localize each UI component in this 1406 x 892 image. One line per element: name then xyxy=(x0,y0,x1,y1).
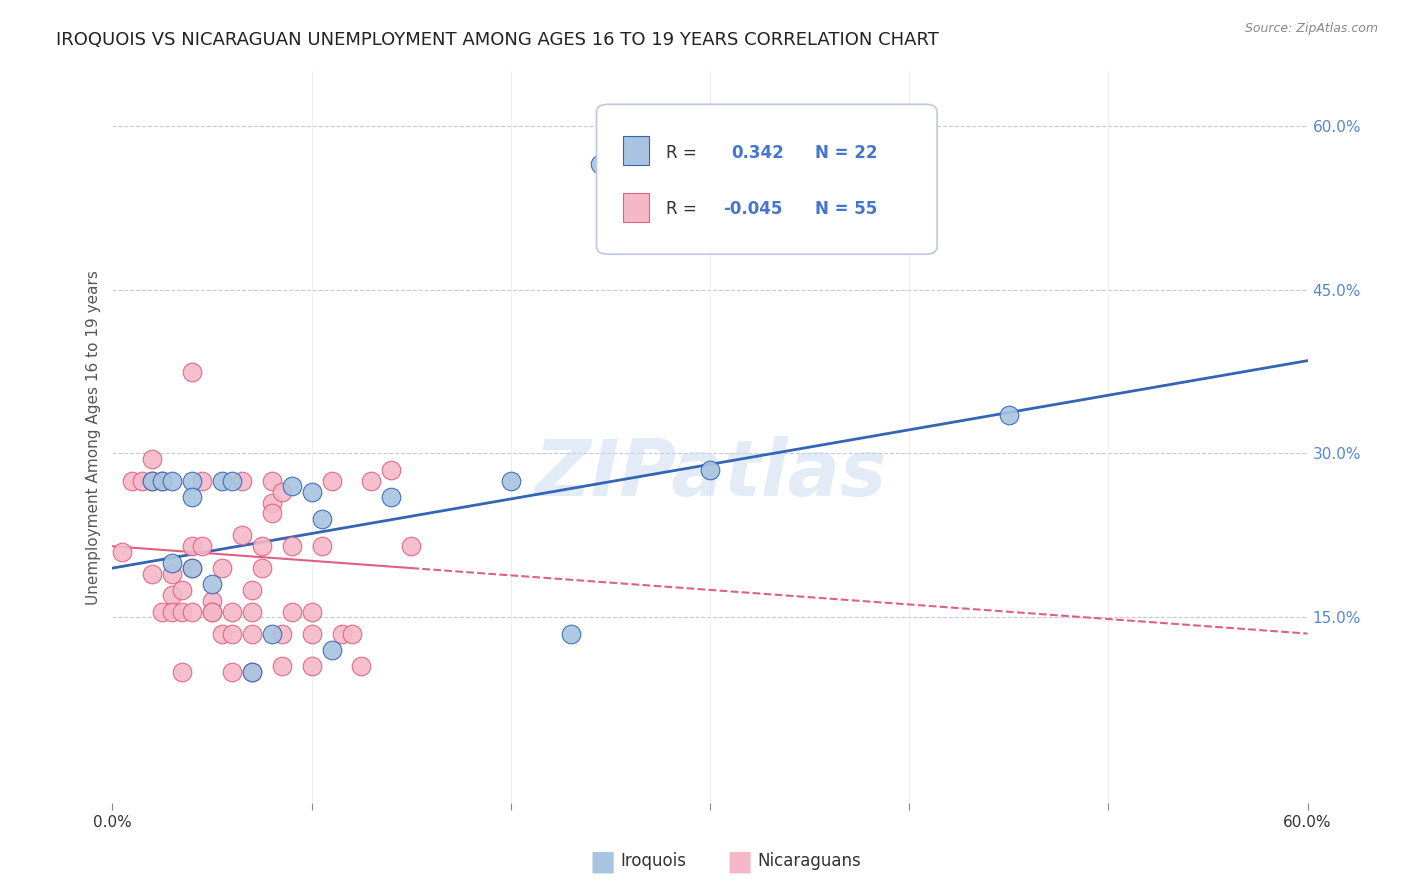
Text: N = 55: N = 55 xyxy=(815,201,877,219)
Point xyxy=(350,659,373,673)
Point xyxy=(162,556,183,570)
Point xyxy=(281,605,304,619)
Text: Nicaraguans: Nicaraguans xyxy=(758,853,862,871)
Point xyxy=(340,626,363,640)
Point xyxy=(589,157,612,171)
Point xyxy=(250,561,273,575)
Point xyxy=(211,626,233,640)
Point xyxy=(260,495,283,509)
Point xyxy=(121,474,143,488)
Point xyxy=(181,561,204,575)
Point xyxy=(191,539,214,553)
Point xyxy=(401,539,423,553)
Point xyxy=(321,474,343,488)
Text: Source: ZipAtlas.com: Source: ZipAtlas.com xyxy=(1244,22,1378,36)
Point xyxy=(281,479,304,493)
Point xyxy=(201,577,224,591)
Text: N = 22: N = 22 xyxy=(815,144,877,161)
Point xyxy=(111,545,134,559)
Text: R =: R = xyxy=(666,201,696,219)
Point xyxy=(231,528,253,542)
FancyBboxPatch shape xyxy=(623,193,650,222)
Point xyxy=(301,659,323,673)
Point xyxy=(141,474,163,488)
Point xyxy=(240,665,263,679)
Text: ■: ■ xyxy=(589,847,616,875)
Point xyxy=(240,665,263,679)
Point xyxy=(311,539,333,553)
Point xyxy=(221,605,243,619)
Point xyxy=(260,474,283,488)
Point xyxy=(311,512,333,526)
Point xyxy=(211,474,233,488)
Point xyxy=(998,409,1021,423)
Point xyxy=(141,474,163,488)
Point xyxy=(181,490,204,504)
Point xyxy=(162,605,183,619)
Point xyxy=(191,474,214,488)
Point xyxy=(162,474,183,488)
Point xyxy=(380,463,402,477)
Point xyxy=(150,474,173,488)
Text: 0.342: 0.342 xyxy=(731,144,785,161)
Text: IROQUOIS VS NICARAGUAN UNEMPLOYMENT AMONG AGES 16 TO 19 YEARS CORRELATION CHART: IROQUOIS VS NICARAGUAN UNEMPLOYMENT AMON… xyxy=(56,31,939,49)
Point xyxy=(380,490,402,504)
Point xyxy=(181,561,204,575)
Point xyxy=(281,539,304,553)
Point xyxy=(260,507,283,521)
Point xyxy=(201,594,224,608)
Point xyxy=(221,626,243,640)
Point xyxy=(231,474,253,488)
Point xyxy=(270,626,292,640)
Point xyxy=(172,605,194,619)
Point xyxy=(301,484,323,499)
FancyBboxPatch shape xyxy=(623,136,650,165)
Text: -0.045: -0.045 xyxy=(723,201,783,219)
Point xyxy=(131,474,153,488)
Point xyxy=(221,665,243,679)
Point xyxy=(330,626,353,640)
Point xyxy=(150,605,173,619)
Point xyxy=(321,643,343,657)
Point xyxy=(201,605,224,619)
Point xyxy=(360,474,382,488)
Text: ■: ■ xyxy=(727,847,754,875)
Point xyxy=(211,561,233,575)
Point xyxy=(240,605,263,619)
Text: ZIPatlas: ZIPatlas xyxy=(534,435,886,512)
Point xyxy=(260,626,283,640)
Point xyxy=(240,626,263,640)
Point xyxy=(172,665,194,679)
Point xyxy=(181,605,204,619)
Point xyxy=(240,582,263,597)
Point xyxy=(270,484,292,499)
Point xyxy=(499,474,522,488)
FancyBboxPatch shape xyxy=(596,104,938,254)
Text: Iroquois: Iroquois xyxy=(620,853,686,871)
Point xyxy=(699,463,721,477)
Point xyxy=(201,605,224,619)
Text: R =: R = xyxy=(666,144,696,161)
Point xyxy=(162,566,183,581)
Point xyxy=(162,588,183,602)
Point xyxy=(250,539,273,553)
Point xyxy=(301,626,323,640)
Point xyxy=(301,605,323,619)
Point xyxy=(181,474,204,488)
Point xyxy=(150,474,173,488)
Point xyxy=(181,365,204,379)
Point xyxy=(141,566,163,581)
Point xyxy=(181,539,204,553)
Point xyxy=(141,451,163,466)
Point xyxy=(172,582,194,597)
Point xyxy=(221,474,243,488)
Point xyxy=(270,659,292,673)
Point xyxy=(560,626,582,640)
Y-axis label: Unemployment Among Ages 16 to 19 years: Unemployment Among Ages 16 to 19 years xyxy=(86,269,101,605)
